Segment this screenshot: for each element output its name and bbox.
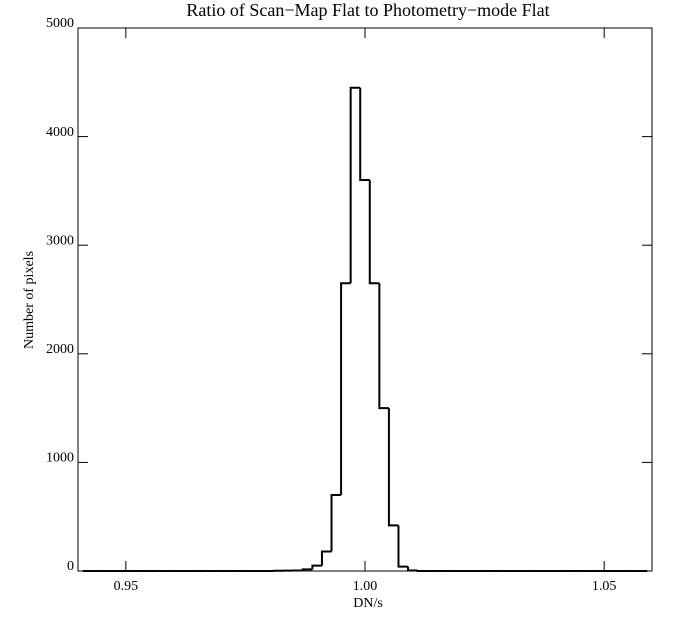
y-tick-label: 0	[67, 559, 74, 574]
histogram-bin	[301, 568, 313, 571]
histogram-bin	[340, 282, 351, 495]
y-tick-label: 2000	[46, 342, 74, 357]
histogram-bin	[330, 493, 342, 552]
y-tick-label: 3000	[46, 233, 74, 248]
histogram-bin	[387, 408, 399, 527]
x-tick-label: 1.00	[353, 579, 378, 594]
chart-title: Ratio of Scan−Map Flat to Photometry−mod…	[186, 0, 549, 20]
histogram-bin	[320, 550, 332, 566]
histogram-bin	[416, 570, 428, 572]
x-tick-label: 1.05	[592, 579, 617, 594]
histogram-bin	[368, 180, 380, 285]
histogram-bin	[359, 87, 370, 182]
y-tick-label: 5000	[46, 16, 74, 31]
x-tick-label: 0.95	[114, 579, 139, 594]
histogram-bin	[407, 566, 418, 572]
histogram-bin	[397, 525, 409, 568]
y-tick-label: 1000	[46, 451, 74, 466]
histogram-bin	[378, 283, 389, 410]
histogram-bin	[311, 564, 322, 570]
histogram-bin	[349, 86, 361, 284]
y-axis-label: Number of pixels	[22, 251, 37, 349]
x-axis-label: DN/s	[353, 596, 383, 611]
y-tick-label: 4000	[46, 125, 74, 140]
